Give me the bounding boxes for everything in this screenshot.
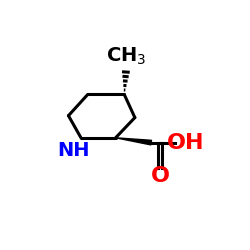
Text: O: O <box>150 166 170 186</box>
Polygon shape <box>116 138 152 145</box>
Text: OH: OH <box>167 132 204 152</box>
Text: CH$_3$: CH$_3$ <box>106 46 146 67</box>
Text: NH: NH <box>58 141 90 160</box>
